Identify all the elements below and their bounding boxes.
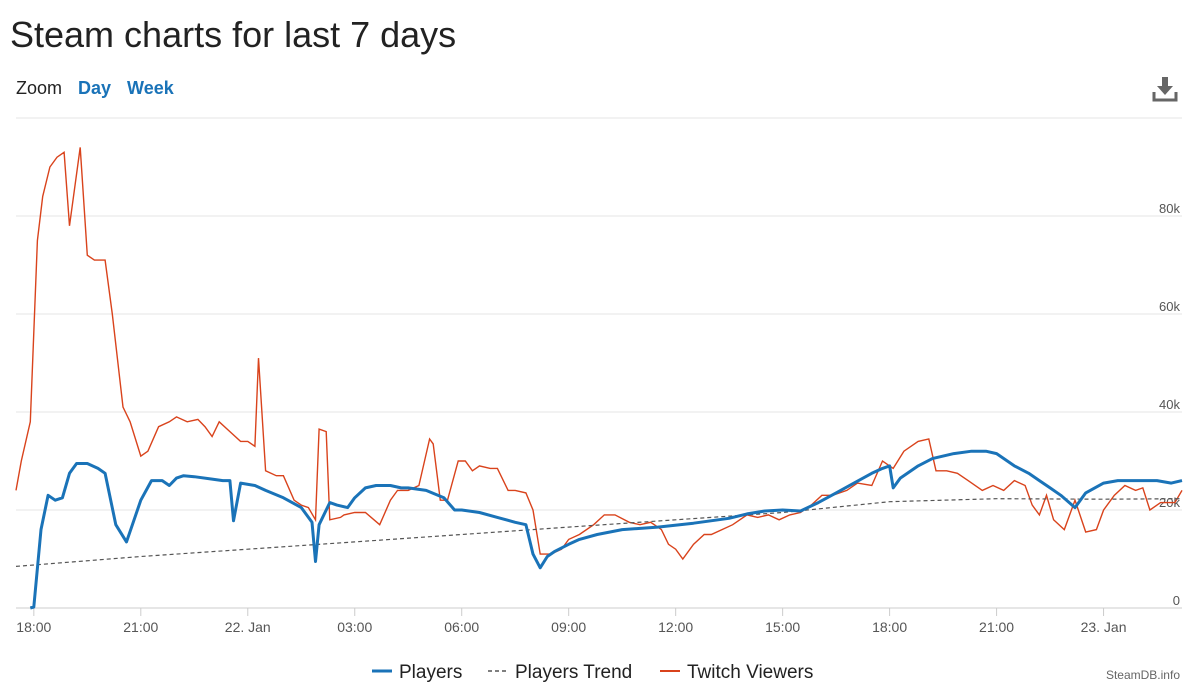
zoom-week-button[interactable]: Week (127, 78, 174, 98)
series-line-players-trend (15, 498, 1183, 567)
y-tick-label: 0 (1173, 593, 1180, 608)
legend-label: Players Trend (515, 662, 632, 683)
y-tick-label: 60k (1159, 299, 1180, 314)
x-tick-label: 15:00 (765, 619, 800, 635)
y-tick-label: 40k (1159, 397, 1180, 412)
x-tick-label: 21:00 (979, 619, 1014, 635)
x-tick-label: 06:00 (444, 619, 479, 635)
x-tick-label: 12:00 (658, 619, 693, 635)
x-tick-label: 22. Jan (225, 619, 271, 635)
legend-label: Players (399, 662, 462, 683)
series-line-twitch-viewers (15, 147, 1183, 561)
x-tick-label: 23. Jan (1081, 619, 1127, 635)
chart-title: Steam charts for last 7 days (10, 14, 457, 55)
x-tick-label: 03:00 (337, 619, 372, 635)
zoom-controls: Zoom Day Week (16, 78, 174, 99)
credit-label: SteamDB.info (1105, 668, 1180, 682)
x-tick-label: 18:00 (16, 619, 51, 635)
download-icon[interactable] (1150, 74, 1180, 104)
x-tick-label: 18:00 (872, 619, 907, 635)
x-tick-label: 09:00 (551, 619, 586, 635)
zoom-label: Zoom (16, 78, 63, 98)
series-line-players (29, 449, 1183, 610)
x-tick-label: 21:00 (123, 619, 158, 635)
zoom-day-button[interactable]: Day (78, 78, 112, 98)
legend-label: Twitch Viewers (687, 662, 813, 683)
y-tick-label: 80k (1159, 201, 1180, 216)
